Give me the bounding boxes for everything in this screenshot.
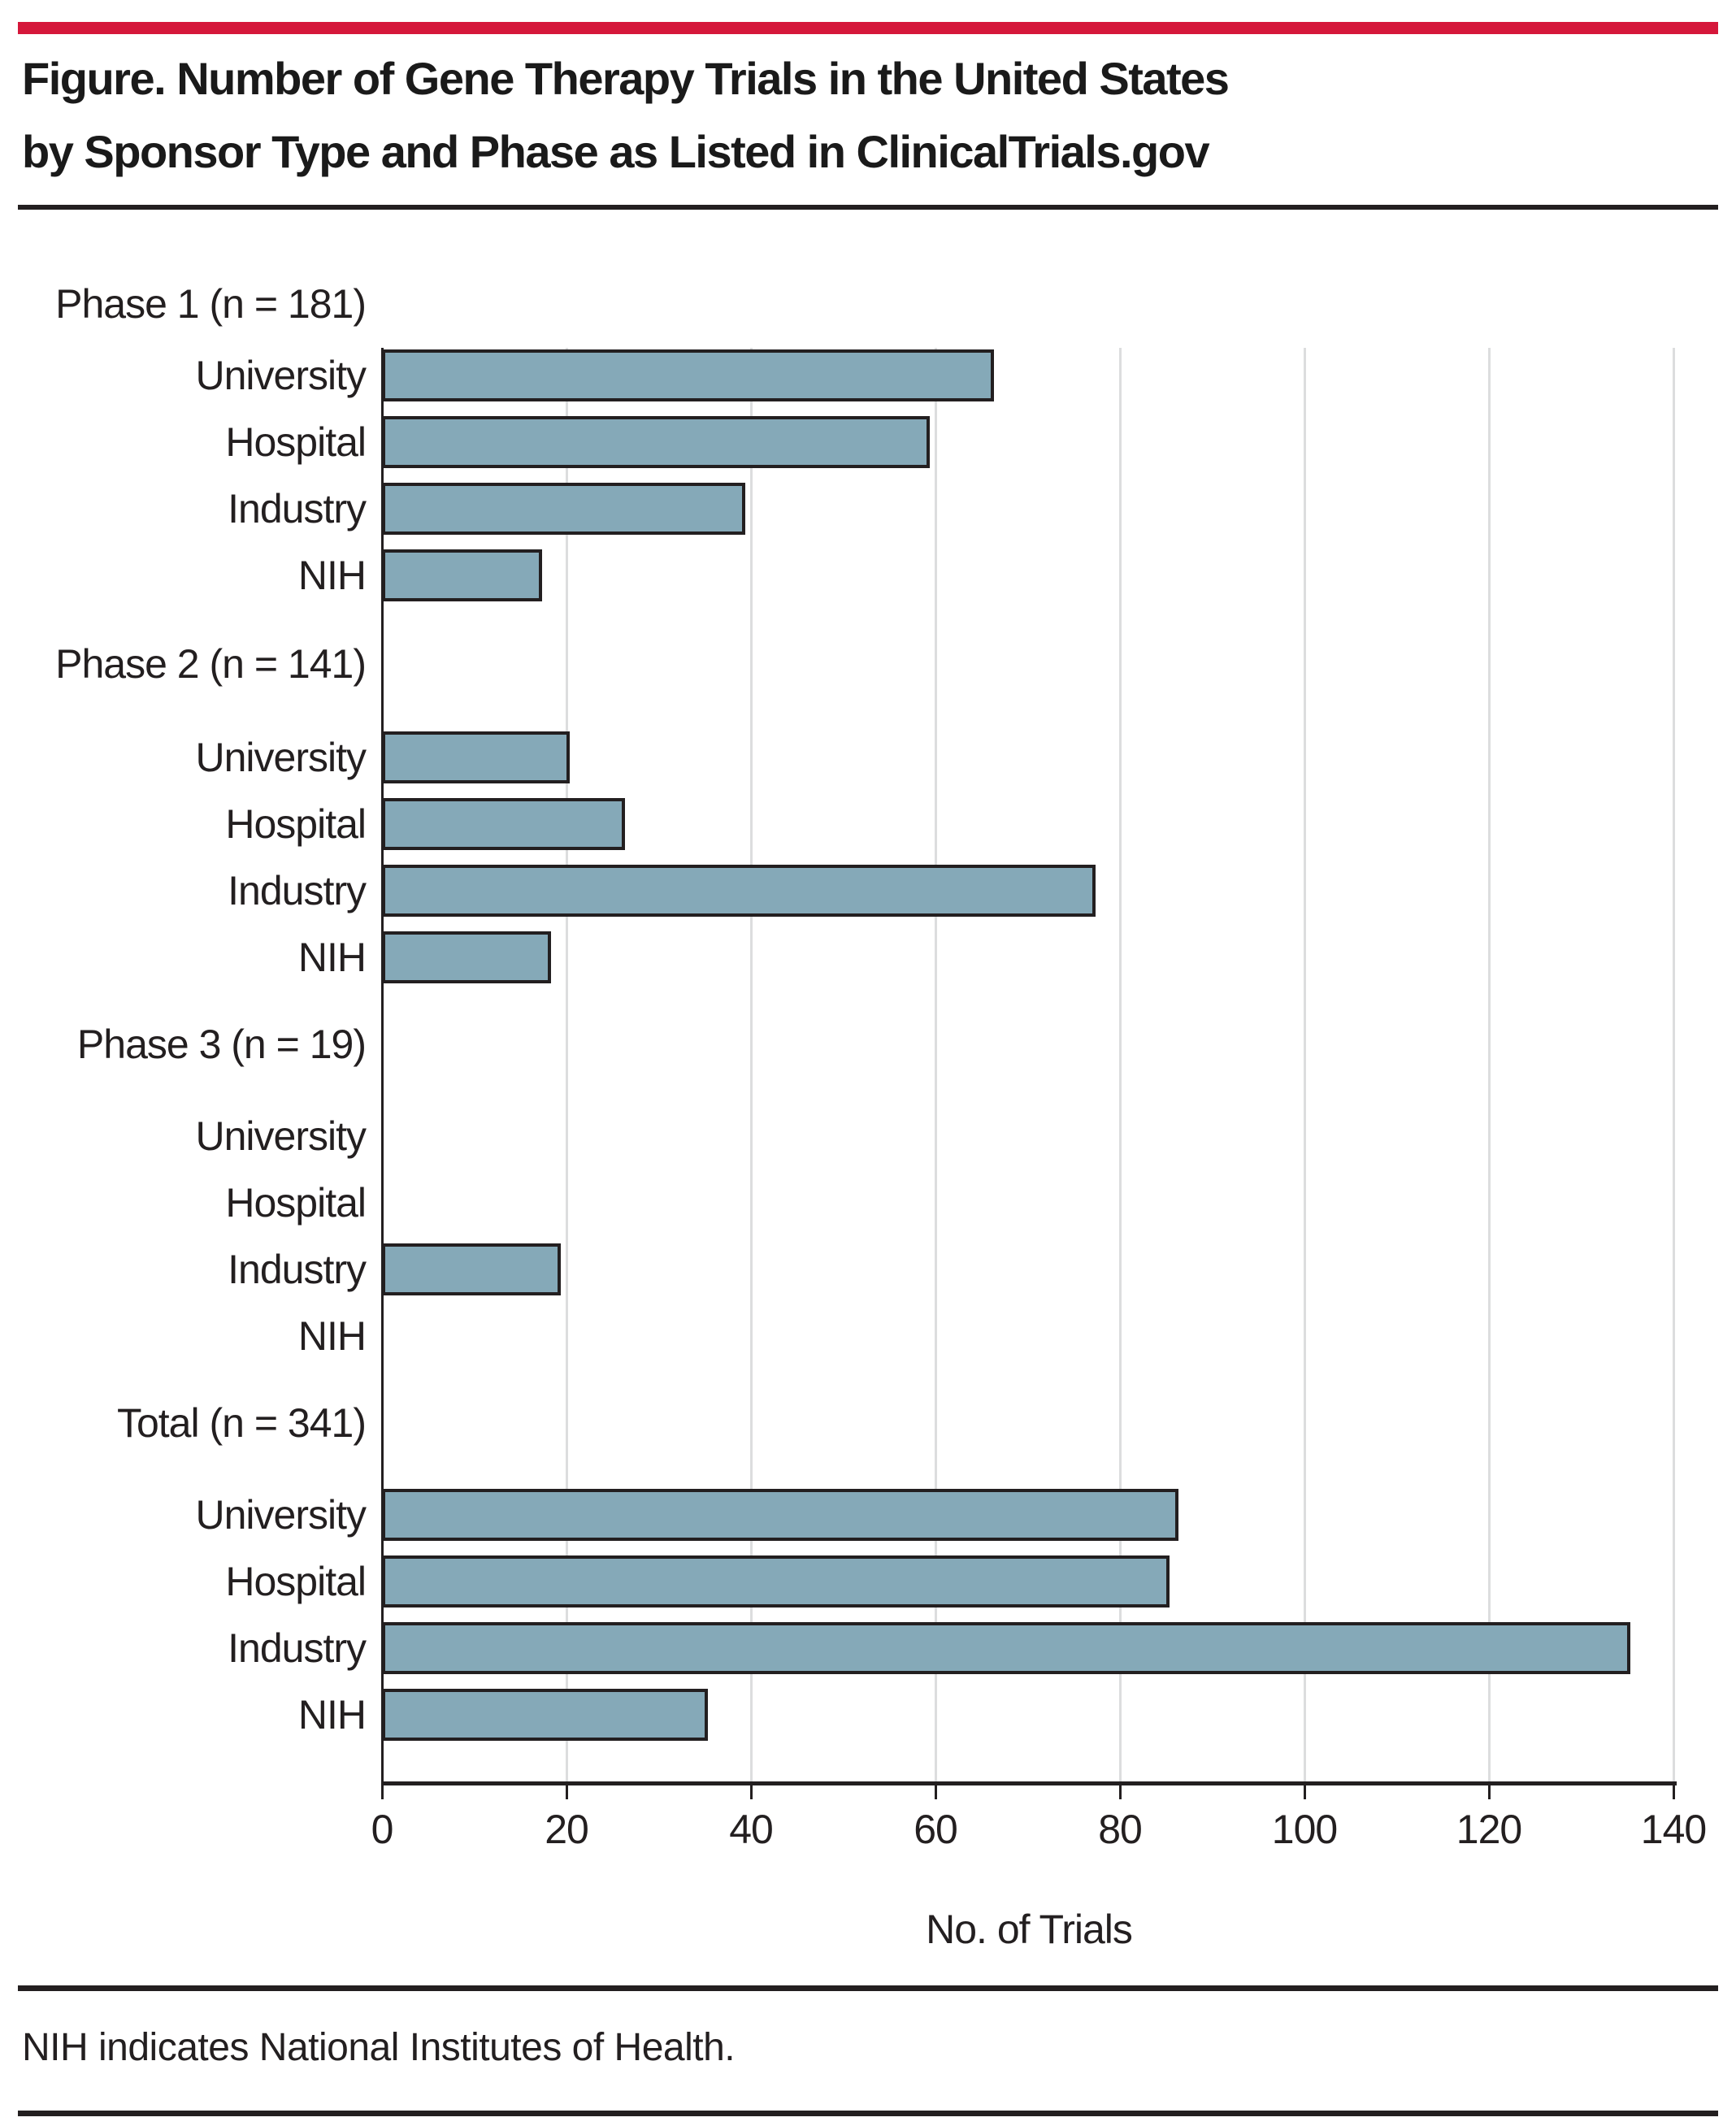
gridline — [1304, 348, 1306, 1781]
category-label: Hospital — [225, 801, 367, 847]
bar — [382, 1243, 561, 1295]
category-label: University — [195, 1492, 367, 1538]
x-axis-tick-label: 140 — [1640, 1807, 1707, 1852]
group-label: Phase 2 (n = 141) — [55, 641, 367, 687]
category-label: NIH — [297, 553, 367, 598]
gridline — [1673, 348, 1675, 1781]
x-axis-tick-label: 100 — [1271, 1807, 1338, 1852]
gridline — [935, 348, 937, 1781]
bottom-rule — [18, 2111, 1718, 2116]
category-label: University — [195, 735, 367, 780]
bar — [382, 483, 745, 535]
category-label: Industry — [228, 868, 367, 913]
x-axis-tick-label: 20 — [545, 1807, 589, 1852]
x-axis-line — [381, 1781, 1677, 1785]
title-divider-rule — [18, 205, 1718, 210]
x-axis-tick — [566, 1781, 568, 1799]
category-label: Industry — [228, 1625, 367, 1671]
jama-red-rule — [18, 22, 1718, 34]
gridline — [566, 348, 568, 1781]
gridline — [1119, 348, 1122, 1781]
category-label: University — [195, 353, 367, 398]
bar — [382, 798, 625, 850]
figure-title-line1: Figure. Number of Gene Therapy Trials in… — [22, 53, 1230, 104]
bar — [382, 865, 1096, 917]
x-axis-title: No. of Trials — [926, 1907, 1133, 1952]
category-label: Industry — [228, 1247, 367, 1292]
category-label: Hospital — [225, 1559, 367, 1604]
bar — [382, 549, 542, 601]
category-label: Hospital — [225, 1180, 367, 1226]
bar — [382, 416, 930, 468]
group-label: Phase 1 (n = 181) — [55, 281, 367, 327]
x-axis-tick — [1488, 1781, 1491, 1799]
bar — [382, 1622, 1630, 1674]
bar — [382, 931, 551, 983]
gridline — [750, 348, 753, 1781]
bar — [382, 731, 570, 783]
bar — [382, 1555, 1170, 1608]
x-axis-tick-label: 80 — [1098, 1807, 1143, 1852]
category-label: Hospital — [225, 419, 367, 465]
category-label: NIH — [297, 935, 367, 980]
x-axis-tick-label: 60 — [914, 1807, 958, 1852]
gridline — [1488, 348, 1491, 1781]
figure-title-line2: by Sponsor Type and Phase as Listed in C… — [22, 126, 1210, 177]
y-axis-line — [381, 348, 384, 1781]
category-label: NIH — [297, 1313, 367, 1359]
footnote-divider-rule — [18, 1985, 1718, 1991]
group-label: Phase 3 (n = 19) — [76, 1022, 367, 1067]
x-axis-tick — [935, 1781, 937, 1799]
x-axis-tick-label: 120 — [1456, 1807, 1522, 1852]
x-axis-tick-label: 0 — [371, 1807, 394, 1852]
footnote: NIH indicates National Institutes of Hea… — [22, 2026, 736, 2069]
x-axis-tick-label: 40 — [729, 1807, 774, 1852]
figure-title: Figure. Number of Gene Therapy Trials in… — [22, 42, 1230, 189]
category-label: NIH — [297, 1692, 367, 1738]
x-axis-tick — [381, 1781, 384, 1799]
category-label: University — [195, 1113, 367, 1159]
x-axis-tick — [1119, 1781, 1122, 1799]
bar — [382, 1489, 1178, 1541]
plot-area — [381, 348, 1677, 1785]
x-axis-tick — [750, 1781, 753, 1799]
x-axis-tick — [1673, 1781, 1675, 1799]
group-label: Total (n = 341) — [116, 1400, 367, 1446]
category-label: Industry — [228, 486, 367, 532]
x-axis-tick — [1304, 1781, 1306, 1799]
bar — [382, 1689, 708, 1741]
bar — [382, 349, 994, 401]
